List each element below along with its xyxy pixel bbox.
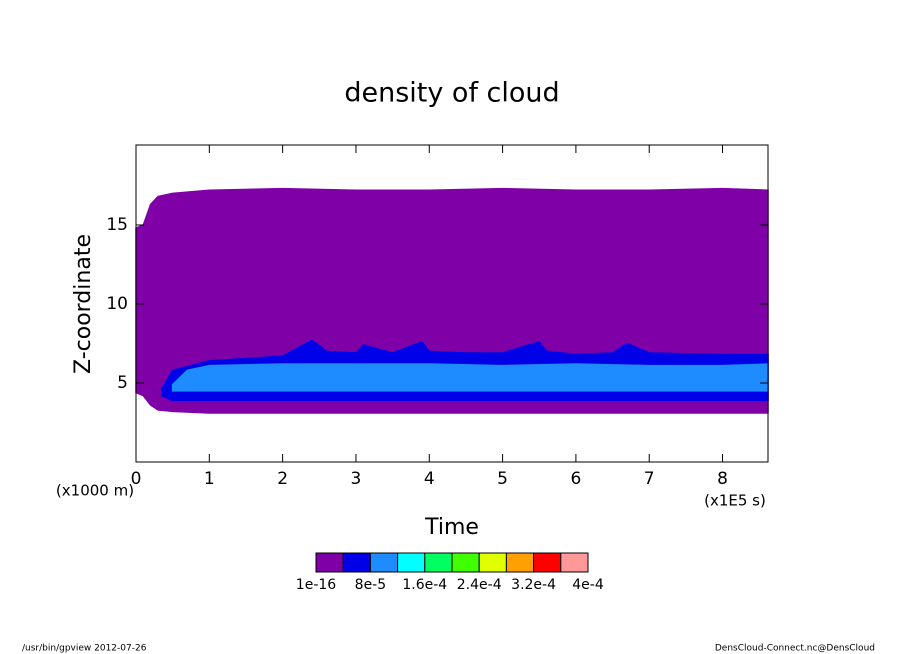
colorbar-label: 1e-16 (296, 577, 336, 593)
y-tick-label: 15 (106, 215, 128, 235)
y-tick-label: 5 (117, 373, 128, 393)
footer-left: /usr/bin/gpview 2012-07-26 (22, 644, 147, 654)
x-tick-label: 3 (351, 469, 362, 489)
colorbar-box (397, 552, 426, 573)
colorbar-box (505, 552, 535, 573)
colorbar-label: 8e-5 (355, 577, 386, 593)
colorbar-box (451, 552, 480, 573)
x-tick-label: 6 (570, 469, 581, 489)
x-tick-label: 7 (644, 469, 655, 489)
footer-right: DensCloud-Connect.nc@DensCloud (715, 644, 875, 654)
x-tick-label: 1 (204, 469, 215, 489)
x-unit: (x1E5 s) (704, 492, 766, 510)
colorbar-label: 3.2e-4 (511, 577, 556, 593)
colorbar-label: 2.4e-4 (457, 577, 502, 593)
y-tick-label: 10 (106, 294, 128, 314)
colorbar-box (478, 552, 507, 573)
x-tick-label: 8 (717, 469, 728, 489)
colorbar-label: 1.6e-4 (402, 577, 447, 593)
colorbar-box (315, 552, 344, 573)
colorbar-label: 4e-4 (572, 577, 604, 593)
x-tick-label: 5 (497, 469, 508, 489)
y-axis-label: Z-coordinate (71, 234, 96, 374)
x-tick-label: 2 (277, 469, 288, 489)
colorbar-box (369, 552, 399, 573)
contour-region (171, 363, 769, 392)
chart-title: density of cloud (344, 78, 559, 109)
x-axis-label: Time (424, 515, 479, 540)
colorbar-box (342, 552, 371, 573)
x-tick-label: 0 (131, 469, 142, 489)
colorbar-box (560, 552, 589, 573)
x-tick-label: 4 (424, 469, 435, 489)
colorbar-box (424, 552, 453, 573)
y-unit: (x1000 m) (56, 482, 134, 500)
colorbar-box (533, 552, 562, 573)
